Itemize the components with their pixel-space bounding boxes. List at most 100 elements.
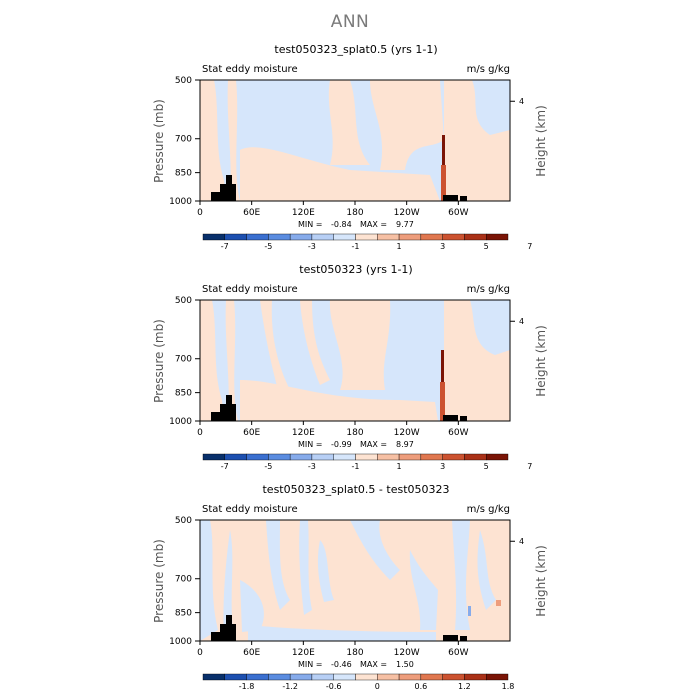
positive-field <box>200 80 510 201</box>
x-tick-label: 120E <box>292 648 315 658</box>
y-tick-label: 500 <box>175 76 192 86</box>
y-tick-label: 500 <box>175 296 192 306</box>
colorbar-swatch <box>464 673 487 681</box>
max-streak-core <box>441 165 446 201</box>
min-patch <box>468 606 471 616</box>
right-tick-label: 4 <box>519 317 524 326</box>
plot-area: 500 700 850 1000 0 60E 120E 180 120W 60W 4 <box>169 516 524 658</box>
min-value: -0.46 <box>331 660 352 669</box>
colorbar-label: -1 <box>352 462 360 471</box>
colorbar-label: 5 <box>484 242 489 251</box>
y-axis-title: Pressure (mb) <box>152 99 166 183</box>
panel-title: test050323_splat0.5 - test050323 <box>262 483 449 496</box>
y-tick-label: 700 <box>175 355 192 365</box>
colorbar-label: 3 <box>440 462 445 471</box>
colorbar: -1.8 -1.2 -0.6 0 0.6 1.2 1.8 <box>202 673 515 691</box>
colorbar-swatch <box>420 233 443 241</box>
colorbar-swatch <box>355 673 378 681</box>
colorbar-label: -7 <box>221 242 229 251</box>
x-tick-label: 0 <box>197 648 203 658</box>
colorbar-swatch <box>398 453 422 461</box>
x-tick-label: 60W <box>448 428 468 438</box>
y-axis-title: Pressure (mb) <box>152 319 166 403</box>
panel-title: test050323_splat0.5 (yrs 1-1) <box>274 43 437 56</box>
y-tick-label: 1000 <box>169 197 192 207</box>
stats-label: MIN = -0.99 MAX = 8.97 <box>298 440 414 449</box>
colorbar-swatch <box>224 453 247 461</box>
colorbar-label: 7 <box>527 242 532 251</box>
colorbar-label: -3 <box>308 242 316 251</box>
panel-title: test050323 (yrs 1-1) <box>299 263 412 276</box>
variable-label: Stat eddy moisture <box>202 504 298 515</box>
x-tick-label: 60E <box>243 208 260 218</box>
min-label: MIN = <box>298 220 323 229</box>
right-tick-label: 4 <box>519 537 524 546</box>
x-tick-label: 120W <box>394 428 420 438</box>
negative-field <box>200 520 496 641</box>
variable-label: Stat eddy moisture <box>202 284 298 295</box>
colorbar-label: 7 <box>527 462 532 471</box>
units-label: m/s g/kg <box>467 504 510 515</box>
colorbar-label: 5 <box>484 462 489 471</box>
colorbar-label: -5 <box>264 462 272 471</box>
min-value: -0.99 <box>331 440 352 449</box>
colorbar-swatch <box>355 453 378 461</box>
stats-label: MIN = -0.84 MAX = 9.77 <box>298 220 414 229</box>
y-tick-label: 850 <box>175 389 192 399</box>
x-tick-label: 180 <box>346 208 363 218</box>
colorbar-swatch <box>398 673 422 681</box>
max-label: MAX = <box>360 440 387 449</box>
colorbar-label: -7 <box>221 462 229 471</box>
colorbar-swatch <box>377 453 400 461</box>
variable-label: Stat eddy moisture <box>202 64 298 75</box>
colorbar-swatch <box>311 453 334 461</box>
y-axis-title: Pressure (mb) <box>152 539 166 623</box>
colorbar-swatch <box>486 673 509 681</box>
colorbar-label: -1.2 <box>282 682 298 691</box>
colorbar-label: -1.8 <box>239 682 255 691</box>
x-tick-label: 0 <box>197 208 203 218</box>
colorbar-swatch <box>442 453 465 461</box>
colorbar-swatch <box>333 233 356 241</box>
x-tick-label: 180 <box>346 648 363 658</box>
stats-label: MIN = -0.46 MAX = 1.50 <box>298 660 414 669</box>
y-tick-label: 700 <box>175 575 192 585</box>
positive-field <box>200 300 510 421</box>
colorbar: -7 -5 -3 -1 1 3 5 7 <box>202 233 532 251</box>
colorbar-swatch <box>464 233 487 241</box>
colorbar-swatch <box>224 233 247 241</box>
colorbar-swatch <box>289 453 313 461</box>
x-tick-label: 120W <box>394 208 420 218</box>
colorbar-swatch <box>311 233 334 241</box>
colorbar-swatch <box>289 233 313 241</box>
max-value: 8.97 <box>396 440 414 449</box>
min-value: -0.84 <box>331 220 352 229</box>
page-title: ANN <box>330 12 370 32</box>
units-label: m/s g/kg <box>467 64 510 75</box>
colorbar-label: 0 <box>375 682 380 691</box>
max-value: 1.50 <box>396 660 414 669</box>
min-label: MIN = <box>298 440 323 449</box>
y-tick-label: 1000 <box>169 637 192 647</box>
y-tick-label: 700 <box>175 135 192 145</box>
colorbar-label: -1 <box>352 242 360 251</box>
colorbar-label: 1.8 <box>502 682 515 691</box>
colorbar-label: 0.6 <box>414 682 427 691</box>
x-tick-label: 60E <box>243 428 260 438</box>
right-axis-title: Height (km) <box>534 105 548 176</box>
plot-area: 500 700 850 1000 0 60E 120E 180 120W 60W 4 <box>169 76 524 218</box>
colorbar-label: 1 <box>397 242 402 251</box>
colorbar-swatch <box>420 453 443 461</box>
y-tick-label: 1000 <box>169 417 192 427</box>
max-label: MAX = <box>360 660 387 669</box>
x-tick-label: 120E <box>292 208 315 218</box>
colorbar-swatch <box>311 673 334 681</box>
x-tick-label: 60W <box>448 208 468 218</box>
colorbar-label: 3 <box>440 242 445 251</box>
x-tick-label: 120E <box>292 428 315 438</box>
colorbar-swatch <box>268 233 291 241</box>
x-tick-label: 120W <box>394 648 420 658</box>
colorbar-swatch <box>420 673 443 681</box>
colorbar-swatch <box>377 673 400 681</box>
colorbar-swatch <box>486 233 509 241</box>
